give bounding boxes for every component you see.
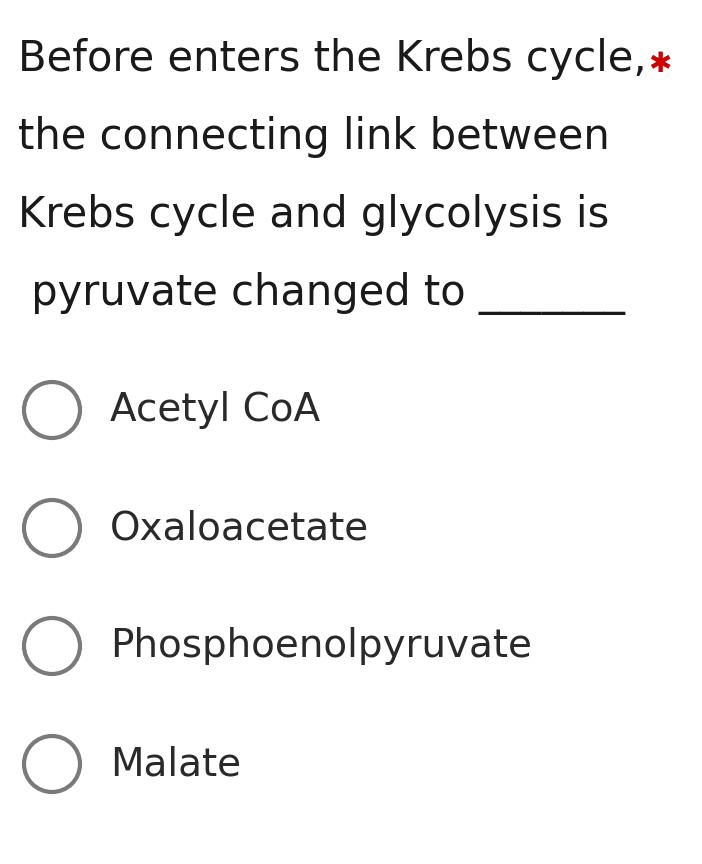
Text: the connecting link between: the connecting link between bbox=[18, 116, 610, 158]
Text: Phosphoenolpyruvate: Phosphoenolpyruvate bbox=[110, 627, 532, 665]
Text: Krebs cycle and glycolysis is: Krebs cycle and glycolysis is bbox=[18, 194, 609, 236]
Text: ✱: ✱ bbox=[648, 50, 671, 78]
Text: Before enters the Krebs cycle,: Before enters the Krebs cycle, bbox=[18, 38, 647, 80]
Text: Acetyl CoA: Acetyl CoA bbox=[110, 391, 320, 429]
Text: pyruvate changed to _______: pyruvate changed to _______ bbox=[18, 272, 625, 315]
Text: Oxaloacetate: Oxaloacetate bbox=[110, 509, 369, 547]
Text: Malate: Malate bbox=[110, 745, 241, 783]
